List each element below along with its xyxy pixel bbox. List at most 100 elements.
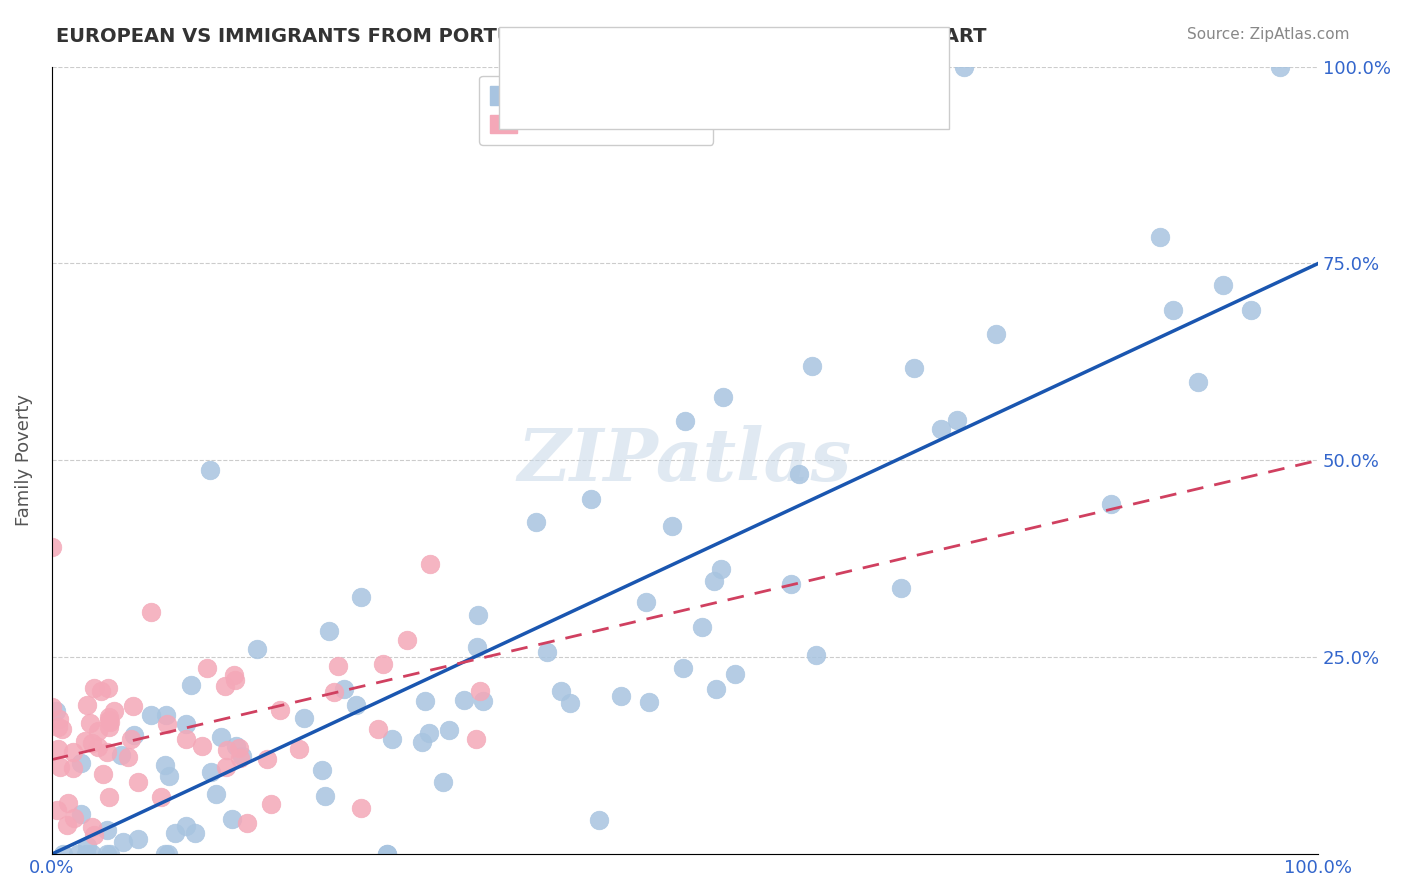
Point — [155, 847, 177, 862]
Point — [1149, 229, 1171, 244]
Point — [127, 831, 149, 846]
Point — [231, 748, 253, 763]
Point — [800, 359, 823, 373]
Point — [224, 673, 246, 688]
Point — [269, 704, 291, 718]
Point — [344, 698, 367, 712]
Point — [79, 716, 101, 731]
Point — [710, 562, 733, 576]
Point — [472, 694, 495, 708]
Point — [536, 645, 558, 659]
Point — [52, 847, 75, 862]
Point — [413, 694, 436, 708]
Point — [661, 519, 683, 533]
Point — [127, 774, 149, 789]
Point — [198, 463, 221, 477]
Point — [165, 825, 187, 839]
Point — [946, 413, 969, 427]
Point — [82, 820, 104, 834]
Point — [229, 750, 252, 764]
Point — [375, 847, 398, 862]
Point — [76, 698, 98, 713]
Point — [558, 696, 581, 710]
Point — [524, 516, 547, 530]
Point — [672, 660, 695, 674]
Point — [703, 574, 725, 589]
Point — [120, 731, 142, 746]
Point — [75, 734, 97, 748]
Point — [350, 801, 373, 815]
Point — [191, 739, 214, 754]
Point — [637, 695, 659, 709]
Point — [1240, 302, 1263, 317]
Point — [110, 748, 132, 763]
Point — [1099, 497, 1122, 511]
Text: EUROPEAN VS IMMIGRANTS FROM PORTUGAL FAMILY POVERTY CORRELATION CHART: EUROPEAN VS IMMIGRANTS FROM PORTUGAL FAM… — [56, 27, 987, 45]
Point — [75, 847, 97, 862]
Point — [48, 712, 70, 726]
Point — [200, 764, 222, 779]
Point — [180, 678, 202, 692]
Point — [122, 728, 145, 742]
Point — [41, 540, 63, 554]
Point — [581, 492, 603, 507]
Point — [903, 361, 925, 376]
Point — [952, 60, 974, 74]
Point — [156, 847, 179, 862]
Point — [246, 642, 269, 657]
Point — [93, 766, 115, 780]
Point — [141, 707, 163, 722]
Point — [67, 847, 90, 862]
Point — [176, 819, 198, 833]
Point — [46, 742, 69, 756]
Point — [103, 704, 125, 718]
Point — [706, 682, 728, 697]
Point — [98, 714, 121, 729]
Point — [890, 581, 912, 595]
Point — [228, 741, 250, 756]
Point — [83, 681, 105, 696]
Point — [724, 667, 747, 681]
Point — [155, 708, 177, 723]
Point — [673, 414, 696, 428]
Point — [318, 624, 340, 638]
Point — [153, 757, 176, 772]
Point — [236, 815, 259, 830]
Point — [323, 684, 346, 698]
Point — [221, 812, 243, 826]
Point — [56, 818, 79, 832]
Point — [80, 847, 103, 862]
Point — [1268, 60, 1291, 74]
Point — [411, 735, 433, 749]
Point — [804, 648, 827, 663]
Point — [98, 847, 121, 862]
Point — [260, 797, 283, 811]
Point — [174, 731, 197, 746]
Point — [46, 720, 69, 734]
Point — [333, 681, 356, 696]
Point — [97, 789, 120, 804]
Point — [195, 661, 218, 675]
Point — [45, 704, 67, 718]
Point — [51, 722, 73, 736]
Point — [326, 659, 349, 673]
Point — [214, 680, 236, 694]
Point — [929, 422, 952, 436]
Point — [70, 756, 93, 770]
Point — [117, 750, 139, 764]
Point — [311, 763, 333, 777]
Point — [174, 716, 197, 731]
Legend: R = 0.662   N = 83, R = 0.328   N = 63: R = 0.662 N = 83, R = 0.328 N = 63 — [479, 76, 713, 145]
Point — [156, 717, 179, 731]
Point — [96, 745, 118, 759]
Text: ZIPatlas: ZIPatlas — [517, 425, 852, 496]
Point — [453, 693, 475, 707]
Point — [111, 835, 134, 849]
Point — [396, 633, 419, 648]
Point — [62, 760, 84, 774]
Point — [375, 847, 398, 862]
Point — [432, 775, 454, 789]
Point — [205, 787, 228, 801]
Point — [636, 595, 658, 609]
Point — [418, 726, 440, 740]
